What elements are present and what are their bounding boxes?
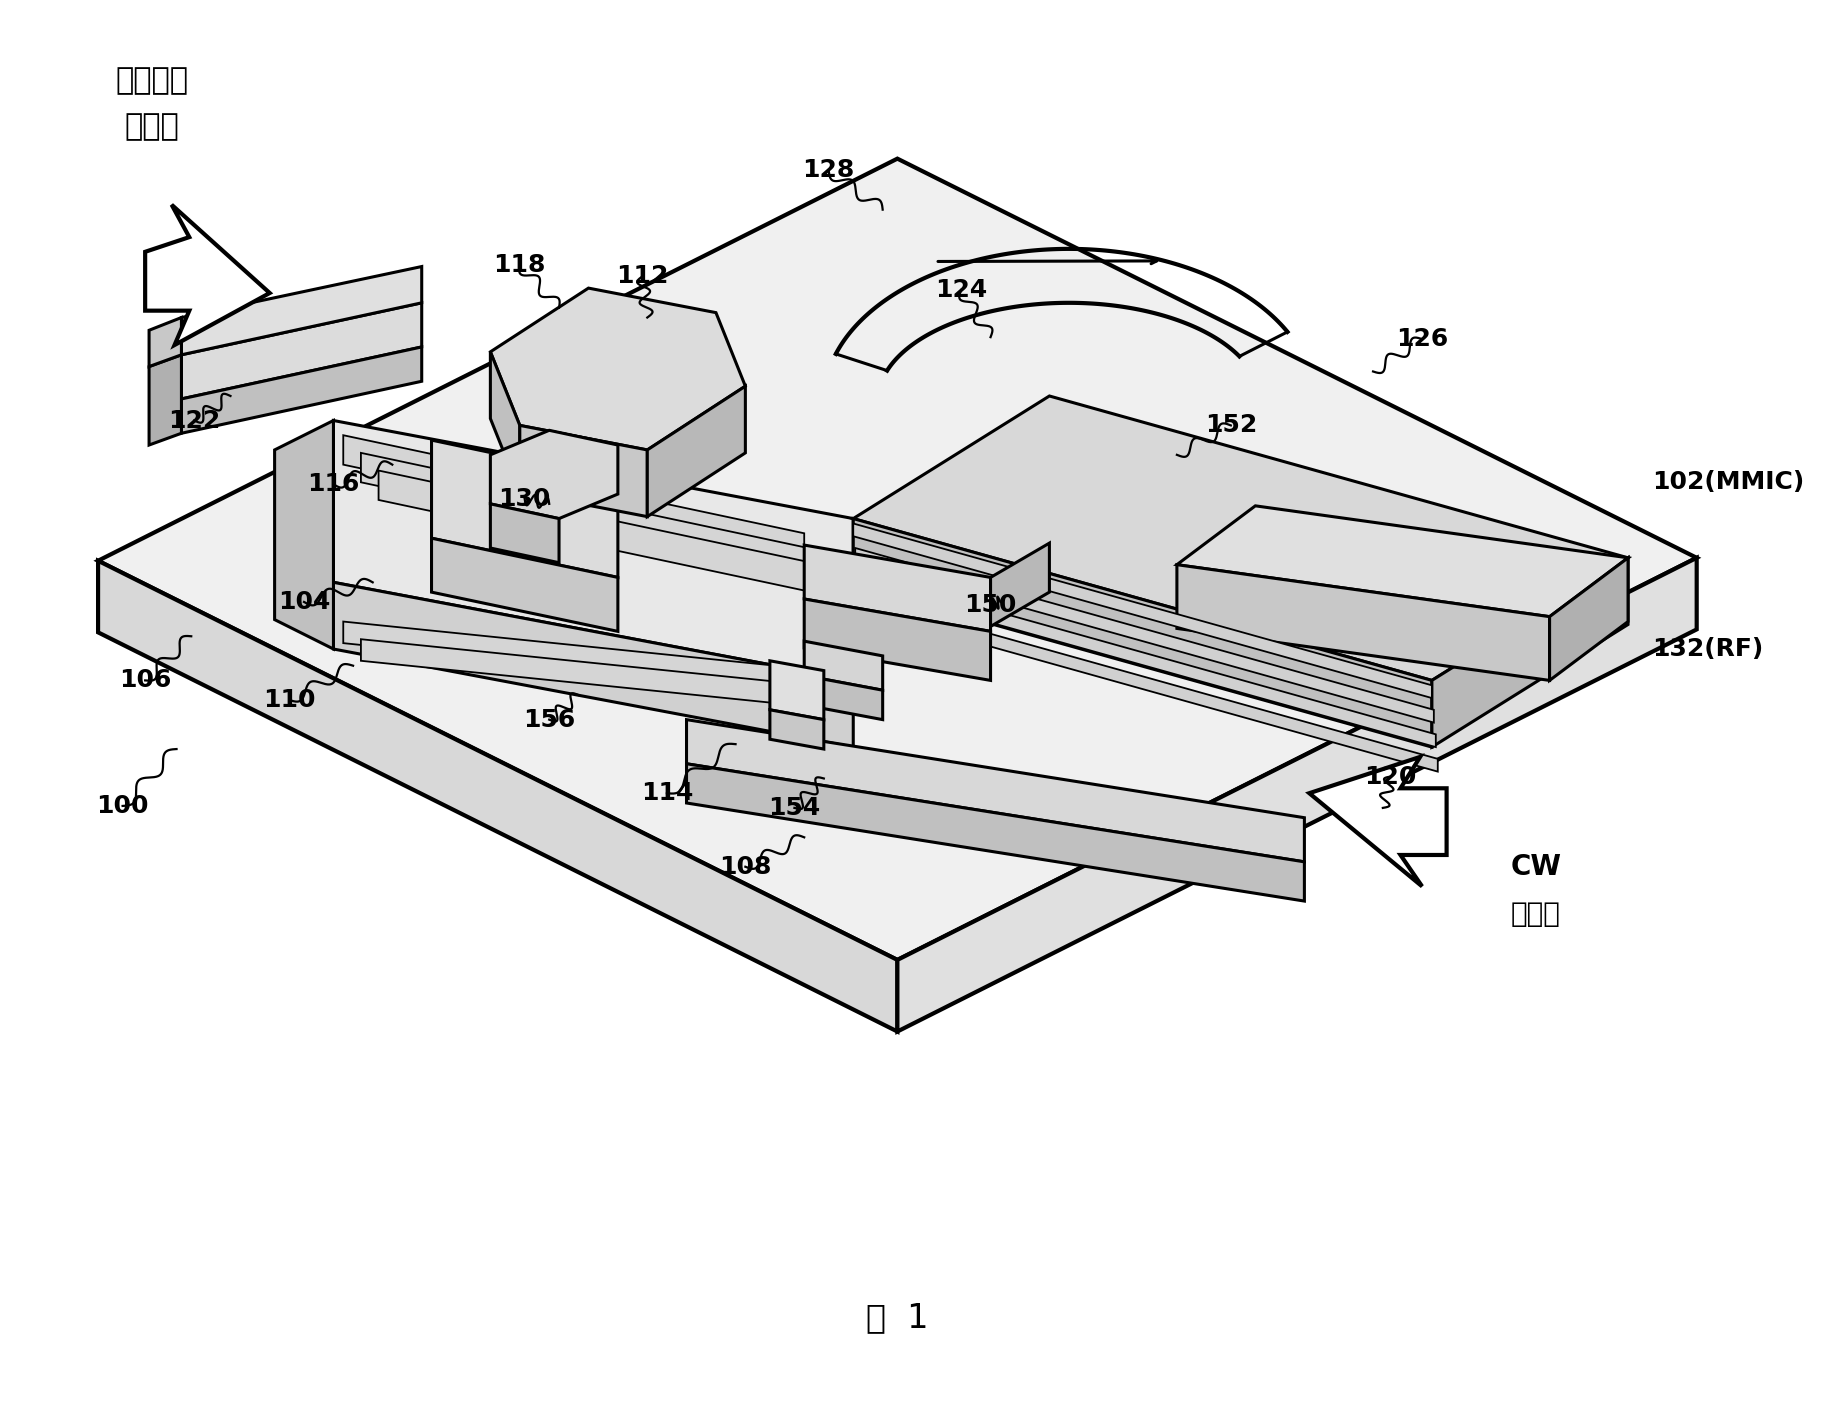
Text: 102(MMIC): 102(MMIC) — [1652, 470, 1804, 495]
Polygon shape — [858, 597, 1437, 771]
Text: 130: 130 — [498, 486, 551, 510]
Polygon shape — [274, 421, 333, 649]
Polygon shape — [342, 435, 803, 562]
Polygon shape — [333, 421, 853, 680]
Text: 图  1: 图 1 — [866, 1301, 928, 1335]
Text: 124: 124 — [935, 278, 986, 301]
Polygon shape — [803, 641, 882, 690]
Text: 104: 104 — [278, 590, 329, 614]
Text: 光进入: 光进入 — [1510, 900, 1559, 928]
Polygon shape — [1177, 565, 1548, 680]
Polygon shape — [853, 519, 1431, 747]
Polygon shape — [432, 440, 617, 578]
Text: 116: 116 — [307, 472, 359, 496]
Text: 120: 120 — [1363, 764, 1416, 788]
Text: CW: CW — [1510, 852, 1561, 880]
Polygon shape — [803, 599, 990, 680]
Text: 已调制的: 已调制的 — [115, 66, 188, 95]
Polygon shape — [1308, 757, 1446, 886]
Text: 106: 106 — [119, 669, 172, 693]
Polygon shape — [1177, 506, 1627, 617]
Polygon shape — [853, 395, 1627, 680]
Polygon shape — [342, 621, 803, 690]
Text: 154: 154 — [769, 796, 820, 820]
Polygon shape — [490, 352, 520, 492]
Polygon shape — [520, 425, 648, 516]
Polygon shape — [897, 558, 1696, 1032]
Polygon shape — [490, 430, 617, 519]
Text: 光射出: 光射出 — [124, 112, 179, 140]
Text: 118: 118 — [494, 252, 545, 276]
Text: 150: 150 — [964, 593, 1016, 617]
Polygon shape — [648, 386, 745, 516]
Text: 110: 110 — [264, 688, 315, 712]
Polygon shape — [769, 709, 824, 749]
Polygon shape — [1548, 558, 1627, 680]
Polygon shape — [803, 545, 990, 631]
Polygon shape — [99, 158, 1696, 960]
Text: 132(RF): 132(RF) — [1652, 637, 1762, 660]
Polygon shape — [361, 453, 822, 580]
Text: 156: 156 — [523, 708, 575, 732]
Polygon shape — [686, 719, 1303, 862]
Text: 152: 152 — [1204, 414, 1255, 437]
Polygon shape — [490, 287, 745, 450]
Polygon shape — [990, 543, 1049, 627]
Polygon shape — [1431, 558, 1627, 747]
Polygon shape — [181, 303, 421, 400]
Text: 114: 114 — [640, 781, 694, 805]
Polygon shape — [769, 660, 824, 719]
Polygon shape — [361, 639, 822, 708]
Polygon shape — [855, 548, 1433, 722]
Polygon shape — [148, 317, 181, 366]
Polygon shape — [379, 471, 840, 599]
Polygon shape — [803, 676, 882, 719]
Polygon shape — [148, 355, 181, 444]
Text: 100: 100 — [97, 794, 148, 817]
Polygon shape — [853, 523, 1431, 698]
Text: 126: 126 — [1394, 327, 1448, 350]
Polygon shape — [333, 582, 853, 747]
Polygon shape — [856, 572, 1435, 747]
Polygon shape — [686, 764, 1303, 901]
Text: 128: 128 — [802, 158, 855, 182]
Polygon shape — [490, 503, 558, 562]
Polygon shape — [432, 538, 617, 631]
Polygon shape — [99, 561, 897, 1032]
Polygon shape — [181, 266, 421, 355]
Polygon shape — [181, 346, 421, 433]
Text: 122: 122 — [168, 408, 220, 432]
Text: 108: 108 — [719, 855, 770, 879]
Text: 112: 112 — [617, 265, 668, 289]
Polygon shape — [145, 205, 269, 345]
